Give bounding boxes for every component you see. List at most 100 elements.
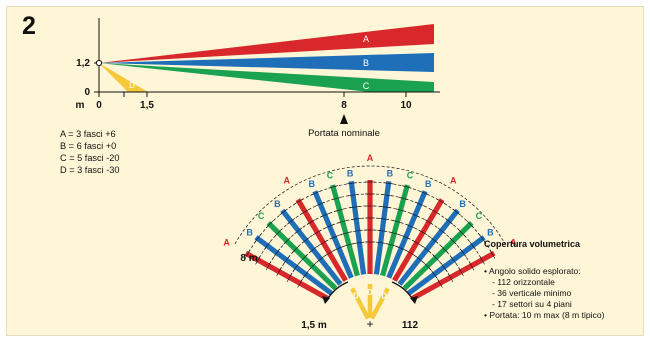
fan-tick xyxy=(291,245,300,254)
d-label-1: D xyxy=(353,292,359,301)
angle-label-112: 112 xyxy=(402,320,419,331)
fan-label-7: C xyxy=(327,170,334,180)
fan-tick xyxy=(418,229,428,236)
fan-tick xyxy=(380,206,391,208)
legend-line-c: C = 5 fasci -20 xyxy=(60,153,120,163)
fan-tick xyxy=(430,236,439,244)
fan-tick xyxy=(432,253,440,262)
fan-tick xyxy=(378,218,389,220)
fan-label-9: A xyxy=(367,153,374,163)
fan-label-3: C xyxy=(258,211,265,221)
x-unit-label: m xyxy=(76,100,85,111)
fan-tick xyxy=(324,250,334,256)
fan-tick xyxy=(301,236,310,244)
fan-tick xyxy=(324,223,335,229)
fan-tick xyxy=(351,218,362,220)
fan-beam-14 xyxy=(397,208,460,286)
fan-tick xyxy=(457,228,466,237)
fan-tick xyxy=(489,249,496,259)
legend-line-d: D = 3 fasci -30 xyxy=(60,165,120,175)
fan-label-10: B xyxy=(387,168,394,178)
fan-beam-1 xyxy=(244,250,330,301)
fan-beam-16 xyxy=(406,235,486,296)
fan-tick xyxy=(265,261,272,271)
fan-tick xyxy=(334,246,344,251)
fan-tick xyxy=(337,220,348,224)
fan-tick xyxy=(276,267,282,277)
fan-tick xyxy=(297,278,303,288)
fan-label-11: C xyxy=(407,170,414,180)
fan-tick xyxy=(294,227,303,235)
fan-tick xyxy=(264,241,271,250)
beam-b-label: B xyxy=(363,58,369,68)
fan-beams xyxy=(244,180,496,301)
fan-tick xyxy=(348,194,359,197)
fan-beam-12 xyxy=(386,190,428,279)
fan-tick xyxy=(306,219,316,225)
fan-tick xyxy=(466,220,475,229)
fan-tick xyxy=(292,262,300,272)
fan-tick xyxy=(265,220,274,229)
x-tick-label-1-5: 1,5 xyxy=(140,100,154,111)
fan-beam-8 xyxy=(348,180,367,275)
fan-tick xyxy=(340,231,351,235)
coverage-line-3: - 36 verticale minimo xyxy=(492,288,572,298)
fan-tick xyxy=(406,250,416,256)
fan-tick xyxy=(444,217,454,225)
d-label-3: D xyxy=(381,292,387,301)
fan-label-6: B xyxy=(308,179,315,189)
near-label-1-5m: 1,5 m xyxy=(301,320,327,331)
fan-label-16: B xyxy=(487,228,494,238)
fan-tick xyxy=(452,208,461,216)
coverage-line-1: • Angolo solido esplorato: xyxy=(484,266,581,276)
fan-tick xyxy=(309,246,318,253)
fan-label-13: A xyxy=(450,176,457,186)
fan-tick xyxy=(437,278,443,288)
origin-plus: + xyxy=(366,317,373,331)
fan-tick xyxy=(469,241,476,250)
fan-tick xyxy=(414,201,425,207)
beam-d-label: D xyxy=(129,81,135,90)
sensor-dot xyxy=(95,59,103,67)
figure-number: 2 xyxy=(22,12,36,40)
fan-tick xyxy=(395,208,406,212)
fan-label-15: C xyxy=(476,211,483,221)
y-tick-label-0: 0 xyxy=(84,87,90,98)
fan-tick xyxy=(450,255,457,265)
fan-tick xyxy=(315,201,326,207)
fan-beam-15 xyxy=(402,221,474,291)
beam-a-label: A xyxy=(363,34,369,44)
fan-label-12: B xyxy=(425,179,432,189)
fan-tick xyxy=(279,208,288,216)
fan-tick xyxy=(318,239,328,246)
range-arc-7 xyxy=(234,165,506,245)
fan-tick xyxy=(286,272,293,282)
fan-tick xyxy=(422,246,431,253)
fan-tick xyxy=(415,255,424,263)
fan-tick xyxy=(468,261,475,271)
fan-tick xyxy=(396,246,406,251)
coverage-line-2: - 112 orizzontale xyxy=(492,277,555,287)
fan-beam-17 xyxy=(410,250,496,301)
fan-tick xyxy=(273,248,281,257)
angle-arrow-left xyxy=(322,296,330,304)
beam-a-side xyxy=(99,24,434,63)
fan-beam-13 xyxy=(392,198,445,282)
beam-b-side xyxy=(99,53,434,72)
nominal-label: Portata nominale xyxy=(308,128,380,139)
fan-tick xyxy=(300,208,310,215)
coverage-line-5: • Portata: 10 m max (8 m tipico) xyxy=(484,310,605,320)
beam-c-side xyxy=(99,63,434,92)
x-tick-label-10: 10 xyxy=(400,100,412,111)
fan-tick xyxy=(334,208,345,212)
fan-tick xyxy=(302,270,310,279)
fan-tick xyxy=(244,249,251,259)
fan-beam-5 xyxy=(295,198,348,282)
fan-tick xyxy=(423,262,432,271)
fan-tick xyxy=(312,229,322,236)
fan-tick xyxy=(283,255,290,265)
fan-beam-11 xyxy=(380,184,410,277)
